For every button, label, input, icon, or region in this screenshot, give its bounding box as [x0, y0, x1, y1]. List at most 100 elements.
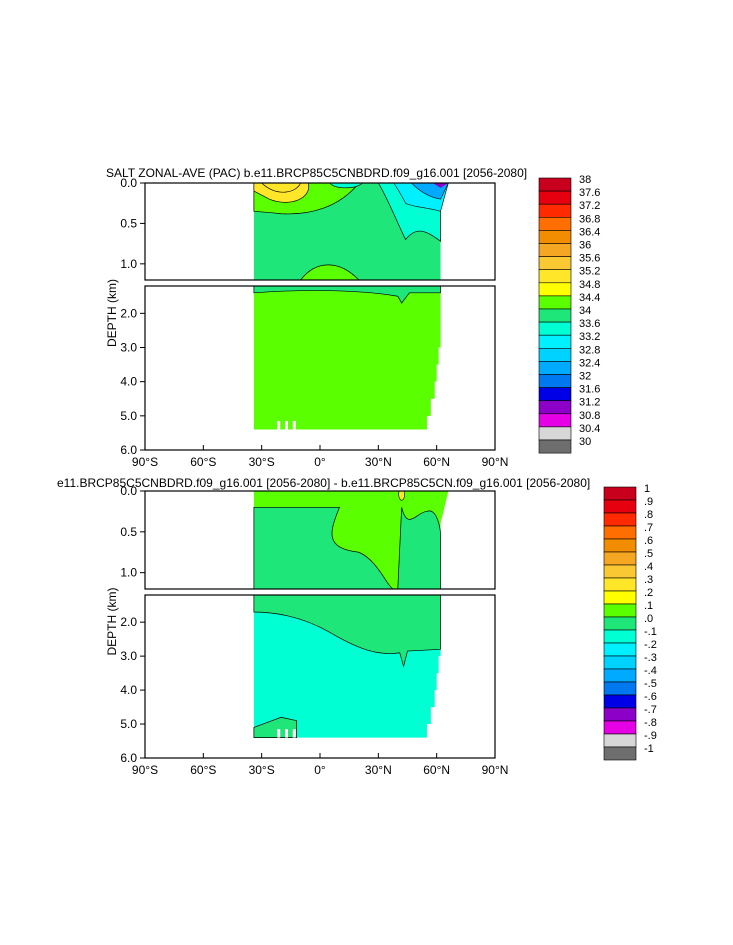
colorbar-swatch: [603, 707, 637, 722]
colorbar-label: .7: [644, 522, 653, 534]
colorbar-swatch: [603, 577, 637, 592]
lower-panel-field: [253, 286, 441, 430]
x-tick-label: 60°N: [423, 455, 450, 469]
lower-panel-field: [253, 595, 441, 738]
y-tick-label: 1.0: [120, 566, 137, 580]
colorbar-label: 34: [579, 305, 591, 317]
colorbar-swatch: [603, 525, 637, 540]
colorbar-label: 36: [579, 240, 591, 252]
colorbar-swatch: [603, 720, 637, 735]
field-region: [253, 286, 441, 430]
colorbar-label: -.6: [644, 691, 657, 703]
colorbar-label: .2: [644, 587, 653, 599]
colorbar-label: .0: [644, 613, 653, 625]
colorbar-swatch: [603, 642, 637, 657]
data-gap: [285, 729, 288, 738]
x-tick-label: 30°N: [365, 763, 392, 777]
colorbar-label: 30.8: [579, 410, 600, 422]
field-region: [432, 183, 449, 188]
colorbar-label: 30: [579, 436, 591, 448]
chart-title: SALT ZONAL-AVE (PAC) b.e11.BRCP85C5CNBDR…: [106, 166, 527, 180]
colorbar-swatch: [603, 603, 637, 618]
colorbar-label: 33.2: [579, 331, 600, 343]
field-region: [440, 491, 449, 524]
colorbar-swatch: [538, 256, 572, 271]
colorbar-swatch: [603, 668, 637, 683]
y-tick-label: 5.0: [120, 717, 137, 731]
colorbar-label: .4: [644, 561, 653, 573]
field-region: [410, 183, 449, 200]
colorbar-label: .1: [644, 600, 653, 612]
field-region: [253, 506, 441, 589]
colorbar-label: -.5: [644, 678, 657, 690]
colorbar-label: -1: [644, 743, 654, 755]
colorbar-swatch: [538, 426, 572, 441]
colorbar-label: 31.6: [579, 384, 600, 396]
colorbar-swatch: [603, 681, 637, 696]
colorbar-label: 36.8: [579, 213, 600, 225]
colorbar-swatch: [603, 746, 637, 761]
colorbar-label: -.4: [644, 665, 657, 677]
colorbar-label: 34.4: [579, 292, 600, 304]
colorbar-swatch: [538, 190, 572, 205]
x-tick-label: 90°S: [132, 763, 158, 777]
colorbar-label: 35.2: [579, 266, 600, 278]
data-gap: [277, 729, 281, 738]
upper-panel-frame: [144, 182, 496, 281]
colorbar-label: 30.4: [579, 423, 600, 435]
colorbar-swatch: [538, 347, 572, 362]
y-axis-label: DEPTH (km): [105, 588, 119, 656]
colorbar-label: .6: [644, 535, 653, 547]
y-tick-label: 0.5: [120, 216, 137, 230]
x-tick-label: 60°S: [190, 455, 216, 469]
colorbar-label: 38: [579, 174, 591, 186]
x-tick-label: 30°N: [365, 455, 392, 469]
colorbar-label: 32.4: [579, 357, 600, 369]
colorbar-label: .5: [644, 548, 653, 560]
colorbar-label: 33.6: [579, 318, 600, 330]
colorbar-swatch: [603, 486, 637, 501]
x-tick-label: 60°N: [423, 763, 450, 777]
colorbar-swatch: [538, 230, 572, 244]
chart-salt-difference: e11.BRCP85C5CNBDRD.f09_g16.001 [2056-208…: [57, 476, 657, 777]
colorbar-swatch: [538, 387, 572, 402]
x-tick-label: 90°S: [132, 455, 158, 469]
colorbar-swatch: [538, 269, 572, 284]
y-tick-label: 5.0: [120, 409, 137, 423]
y-tick-label: 6.0: [120, 443, 137, 457]
colorbar-swatch: [538, 308, 572, 323]
data-gap: [292, 420, 296, 430]
y-tick-label: 4.0: [120, 683, 137, 697]
colorbar-swatch: [538, 243, 572, 257]
y-tick-label: 1.0: [120, 257, 137, 271]
colorbar-swatch: [538, 177, 572, 192]
colorbar-swatch: [538, 321, 572, 336]
y-tick-label: 2.0: [120, 306, 137, 320]
y-tick-label: 0.0: [120, 176, 137, 190]
y-tick-label: 0.0: [120, 484, 137, 498]
contour-line: [261, 183, 301, 193]
upper-panel-field: [253, 183, 449, 280]
y-tick-label: 3.0: [120, 649, 137, 663]
y-tick-label: 4.0: [120, 375, 137, 389]
field-region: [253, 286, 441, 304]
colorbar-swatch: [603, 512, 637, 527]
upper-panel-field: [253, 491, 449, 589]
data-gap: [285, 420, 288, 430]
colorbar-swatch: [603, 655, 637, 670]
colorbar-label: -.9: [644, 730, 657, 742]
y-tick-label: 0.5: [120, 525, 137, 539]
y-tick-label: 2.0: [120, 615, 137, 629]
colorbar-swatch: [538, 413, 572, 428]
chart-title: e11.BRCP85C5CNBDRD.f09_g16.001 [2056-208…: [57, 476, 590, 490]
colorbar-label: 32: [579, 371, 591, 383]
x-tick-label: 30°S: [249, 763, 275, 777]
colorbar-label: -.2: [644, 639, 657, 651]
colorbar-swatch: [538, 217, 572, 231]
colorbar-swatch: [603, 590, 637, 605]
chart-salt-zonal-average: SALT ZONAL-AVE (PAC) b.e11.BRCP85C5CNBDR…: [105, 166, 600, 469]
data-gap: [277, 420, 281, 430]
colorbar-label: 32.8: [579, 344, 600, 356]
colorbar-label: .3: [644, 574, 653, 586]
